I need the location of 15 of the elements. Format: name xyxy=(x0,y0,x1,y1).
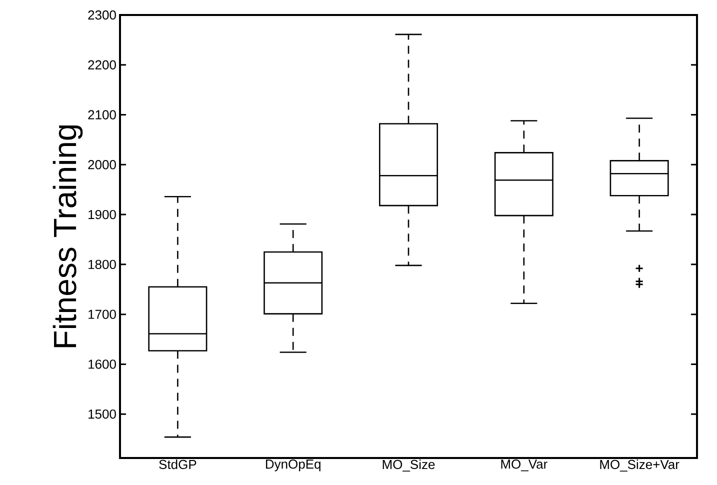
y-tick-label: 1700 xyxy=(88,310,116,319)
x-tick-label: DynOpEq xyxy=(266,460,320,472)
x-tick-label: MO_Var xyxy=(501,460,548,472)
y-axis-title: Fitness Training xyxy=(52,125,83,348)
x-tick-label: MO_Size xyxy=(382,460,435,472)
y-tick-label: 1500 xyxy=(88,409,116,419)
y-tick-label: 1600 xyxy=(88,360,116,369)
y-tick-label: 2300 xyxy=(88,10,116,20)
x-tick-label: MO_Size+Var xyxy=(600,460,680,472)
y-tick-label: 1800 xyxy=(88,260,116,270)
y-tick-label: 2200 xyxy=(88,60,116,70)
y-tick-label: 2100 xyxy=(88,110,116,120)
x-tick-label: StdGP xyxy=(159,460,196,470)
y-tick-label: 1900 xyxy=(88,210,116,220)
y-tick-label: 2000 xyxy=(88,160,116,170)
